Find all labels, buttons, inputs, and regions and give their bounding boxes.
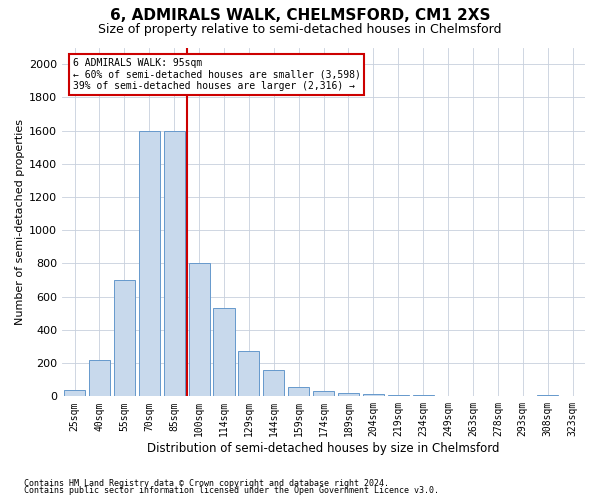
Bar — [164, 132, 185, 396]
Bar — [114, 280, 135, 396]
Bar — [139, 130, 160, 396]
Bar — [64, 390, 85, 396]
Bar — [338, 393, 359, 396]
Text: Contains public sector information licensed under the Open Government Licence v3: Contains public sector information licen… — [24, 486, 439, 495]
Bar — [263, 370, 284, 396]
Text: Size of property relative to semi-detached houses in Chelmsford: Size of property relative to semi-detach… — [98, 22, 502, 36]
X-axis label: Distribution of semi-detached houses by size in Chelmsford: Distribution of semi-detached houses by … — [148, 442, 500, 455]
Bar — [288, 387, 309, 396]
Bar — [388, 394, 409, 396]
Bar — [313, 392, 334, 396]
Bar — [89, 360, 110, 397]
Text: 6, ADMIRALS WALK, CHELMSFORD, CM1 2XS: 6, ADMIRALS WALK, CHELMSFORD, CM1 2XS — [110, 8, 490, 22]
Y-axis label: Number of semi-detached properties: Number of semi-detached properties — [15, 119, 25, 325]
Text: 6 ADMIRALS WALK: 95sqm
← 60% of semi-detached houses are smaller (3,598)
39% of : 6 ADMIRALS WALK: 95sqm ← 60% of semi-det… — [73, 58, 361, 91]
Bar — [188, 264, 209, 396]
Bar — [413, 395, 434, 396]
Bar — [537, 394, 558, 396]
Text: Contains HM Land Registry data © Crown copyright and database right 2024.: Contains HM Land Registry data © Crown c… — [24, 478, 389, 488]
Bar — [238, 352, 259, 397]
Bar — [214, 308, 235, 396]
Bar — [363, 394, 384, 396]
